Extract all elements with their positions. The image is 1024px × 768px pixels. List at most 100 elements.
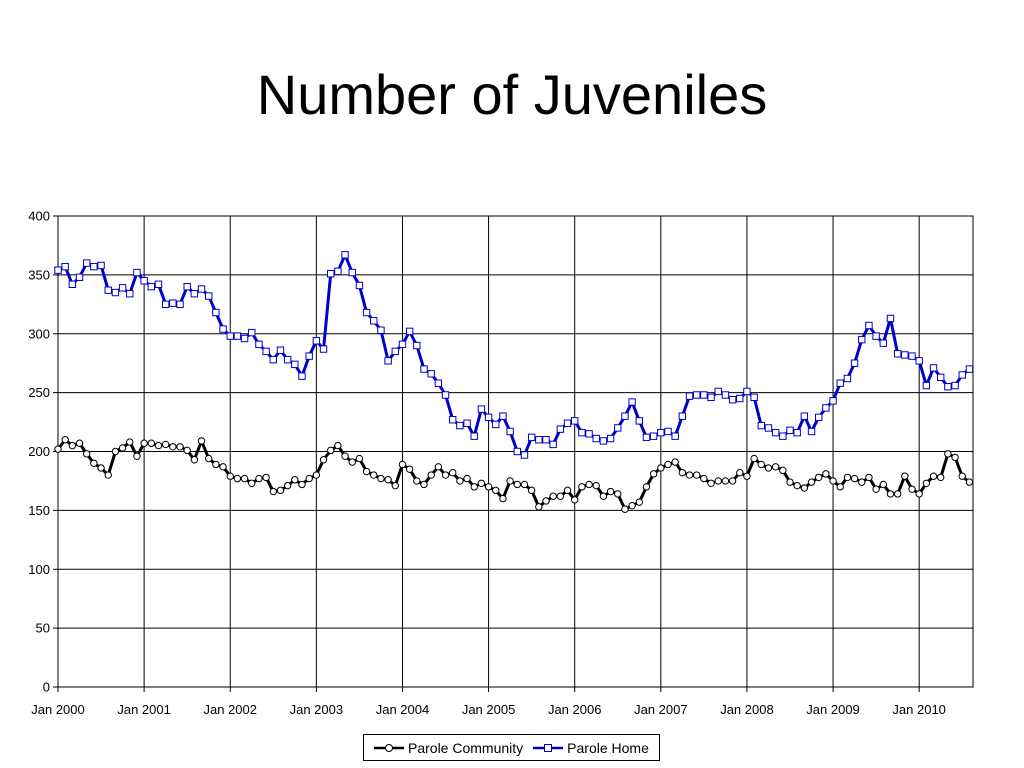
data-point bbox=[83, 450, 91, 458]
data-point bbox=[183, 446, 191, 455]
data-point bbox=[836, 483, 844, 491]
data-point bbox=[836, 379, 844, 387]
data-point bbox=[441, 391, 450, 399]
data-point bbox=[362, 467, 371, 476]
data-point bbox=[549, 440, 557, 449]
data-point bbox=[111, 447, 120, 456]
data-point bbox=[126, 290, 134, 298]
data-point bbox=[757, 421, 765, 430]
data-point bbox=[628, 501, 636, 510]
data-point bbox=[886, 490, 895, 498]
data-point bbox=[965, 365, 974, 373]
data-point bbox=[405, 465, 414, 473]
data-point bbox=[477, 479, 486, 487]
data-point bbox=[649, 432, 658, 440]
data-point bbox=[750, 454, 758, 463]
x-tick-label: Jan 2007 bbox=[634, 702, 688, 717]
data-point bbox=[879, 339, 887, 347]
data-point bbox=[276, 486, 285, 495]
y-axis: 0 50 100 150 200 250 300 350 400 bbox=[28, 209, 58, 695]
x-tick-label: Jan 2008 bbox=[720, 702, 774, 717]
data-point bbox=[75, 273, 84, 281]
data-point bbox=[807, 427, 816, 436]
data-point bbox=[951, 381, 959, 390]
data-point bbox=[929, 472, 938, 480]
data-point bbox=[413, 341, 421, 350]
data-point bbox=[571, 417, 579, 425]
data-point bbox=[951, 453, 959, 462]
data-point bbox=[83, 259, 91, 267]
data-point bbox=[786, 478, 794, 486]
data-point bbox=[219, 325, 227, 333]
y-tick-label: 200 bbox=[28, 444, 50, 459]
data-point bbox=[334, 267, 342, 276]
data-point bbox=[621, 505, 629, 513]
data-point bbox=[800, 484, 809, 492]
data-point bbox=[484, 413, 493, 422]
data-point bbox=[592, 434, 600, 443]
data-point bbox=[118, 444, 127, 452]
data-point bbox=[527, 486, 536, 495]
legend-item-parole-home: Parole Home bbox=[533, 740, 649, 756]
data-point bbox=[606, 434, 615, 443]
data-point bbox=[61, 262, 69, 271]
x-tick-label: Jan 2010 bbox=[892, 702, 946, 717]
data-point bbox=[700, 474, 708, 483]
data-point bbox=[707, 479, 715, 487]
data-point bbox=[161, 300, 170, 309]
data-point bbox=[499, 412, 507, 420]
data-point bbox=[937, 373, 945, 382]
data-point bbox=[456, 421, 464, 430]
data-point bbox=[736, 394, 744, 403]
data-point bbox=[391, 347, 399, 356]
data-point bbox=[427, 471, 435, 479]
data-point bbox=[75, 439, 84, 447]
data-point bbox=[420, 365, 428, 373]
data-point bbox=[707, 393, 715, 402]
grid-lines bbox=[57, 215, 974, 688]
data-point bbox=[362, 308, 371, 317]
data-point bbox=[420, 480, 428, 489]
data-point bbox=[427, 370, 435, 378]
x-axis: Jan 2000 Jan 2001 Jan 2002 Jan 2003 Jan 2004… bbox=[31, 687, 946, 717]
data-point bbox=[90, 459, 98, 467]
data-point bbox=[779, 466, 787, 475]
data-point bbox=[262, 473, 270, 482]
data-point bbox=[176, 300, 184, 309]
data-point bbox=[549, 492, 557, 500]
data-point bbox=[154, 280, 163, 288]
legend-swatch-circle-icon bbox=[374, 743, 404, 752]
data-point bbox=[779, 432, 787, 440]
data-point bbox=[901, 472, 909, 480]
data-point bbox=[255, 340, 263, 349]
data-point bbox=[908, 485, 916, 493]
data-point bbox=[291, 476, 299, 484]
data-point bbox=[865, 473, 873, 482]
legend-item-parole-community: Parole Community bbox=[374, 740, 523, 756]
data-point bbox=[513, 480, 521, 489]
data-point bbox=[678, 412, 687, 420]
data-point bbox=[161, 440, 170, 449]
data-point bbox=[140, 439, 148, 447]
data-point bbox=[843, 374, 852, 383]
data-point bbox=[585, 430, 593, 438]
data-point bbox=[312, 337, 321, 345]
data-point bbox=[298, 372, 306, 380]
data-point bbox=[269, 487, 277, 496]
data-point bbox=[771, 463, 780, 471]
data-point bbox=[190, 456, 199, 464]
data-point bbox=[693, 391, 701, 399]
data-point bbox=[477, 405, 486, 413]
data-point bbox=[276, 346, 285, 354]
y-tick-label: 350 bbox=[28, 267, 50, 282]
data-point bbox=[133, 452, 141, 460]
data-point bbox=[922, 479, 931, 487]
data-point bbox=[54, 445, 62, 453]
legend: Parole Community Parole Home bbox=[363, 734, 660, 761]
data-point bbox=[506, 477, 514, 485]
data-point bbox=[348, 458, 356, 466]
data-point bbox=[714, 477, 722, 485]
data-point bbox=[793, 481, 801, 490]
series-parole-community bbox=[54, 436, 974, 513]
